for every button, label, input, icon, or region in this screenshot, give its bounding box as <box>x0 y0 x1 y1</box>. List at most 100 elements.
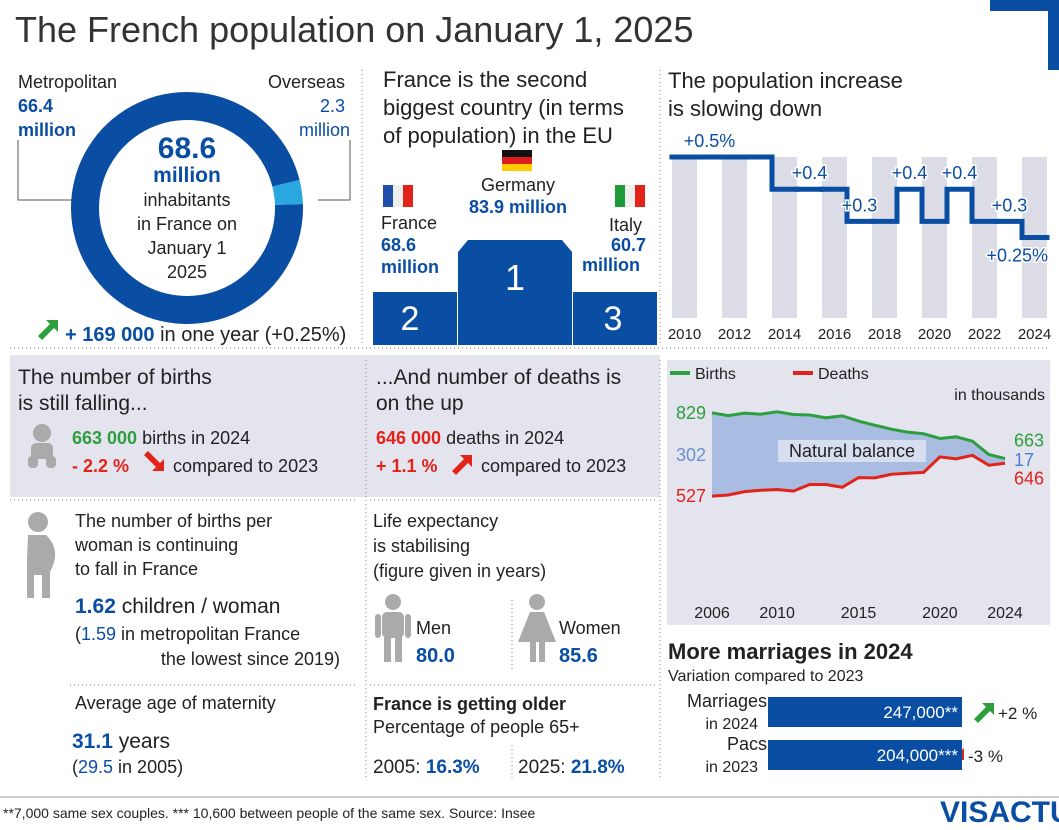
text-part: 1.62 <box>75 595 116 618</box>
text-part: 31.1 <box>72 730 113 753</box>
label: 1.62 children / woman <box>75 595 280 618</box>
label: Variation compared to 2023 <box>668 668 863 685</box>
label: + 1.1 % <box>376 456 438 476</box>
series-line <box>711 453 1006 498</box>
label: on the up <box>376 392 464 415</box>
label: + 169 000 in one year (+0.25%) <box>65 324 346 346</box>
arrow-up <box>38 320 58 340</box>
label: million <box>153 164 221 187</box>
label: January 1 <box>147 238 226 258</box>
marriage-bar <box>768 697 962 727</box>
text-part: + 169 000 <box>65 324 155 346</box>
label: 3 <box>604 300 623 338</box>
series-line <box>711 410 1006 461</box>
leader <box>17 140 75 201</box>
label: to fall in France <box>75 559 198 579</box>
value-label: +0.4 <box>892 163 928 183</box>
x-tick-label: 2014 <box>768 326 801 343</box>
label: Natural balance <box>789 441 915 461</box>
legend-label: Births <box>695 366 736 383</box>
value-label: +0.3 <box>842 195 878 215</box>
label: is still falling... <box>18 392 148 415</box>
text-part: 29.5 <box>78 757 113 777</box>
label: 60.7 <box>611 235 646 255</box>
label: 80.0 <box>416 645 455 667</box>
label: 66.4 <box>18 96 53 116</box>
text-part: ( <box>72 757 78 777</box>
label: The number of births <box>18 366 212 389</box>
label: Pacs <box>727 734 767 754</box>
label: (1.59 in metropolitan France <box>75 624 300 644</box>
text-part: the lowest since 2019) <box>161 649 340 669</box>
podium-3 <box>573 292 657 345</box>
label: inhabitants <box>143 190 230 210</box>
podium-1 <box>458 240 572 345</box>
podium-2 <box>373 292 457 345</box>
value-label: +0.25% <box>986 246 1048 266</box>
text-part: 21.8% <box>571 757 625 778</box>
baby-icon <box>28 424 56 468</box>
label: 85.6 <box>559 645 598 667</box>
flag-italy <box>615 185 645 207</box>
text-part: compared to 2023 <box>476 456 626 476</box>
x-tick-label: 2010 <box>759 605 795 622</box>
label: Average age of maternity <box>75 693 276 713</box>
x-tick-label: 2015 <box>841 605 877 622</box>
label: 2.3 <box>320 96 345 116</box>
x-tick-label: 2020 <box>922 605 958 622</box>
label: - 2.2 % <box>72 456 129 476</box>
text-part: ( <box>75 624 81 644</box>
label: Women <box>559 618 621 638</box>
label: biggest country (in terms <box>383 95 624 120</box>
end-label: 646 <box>1014 468 1044 488</box>
legend-label: Deaths <box>818 366 869 383</box>
value-label: +0.4 <box>792 163 828 183</box>
label: 2 <box>401 300 420 338</box>
label: 663 000 births in 2024 <box>72 428 250 448</box>
corner-mark <box>990 0 1059 70</box>
label: Italy <box>609 215 642 235</box>
flag-france <box>383 185 413 207</box>
label: -3 % <box>968 747 1003 766</box>
x-tick-label: 2020 <box>918 326 951 343</box>
start-label: 829 <box>676 403 706 423</box>
text-part: + 1.1 % <box>376 456 438 476</box>
label: 2025: 21.8% <box>518 757 625 778</box>
label: compared to 2023 <box>476 456 626 476</box>
label: in thousands <box>954 387 1045 404</box>
label: in 2024 <box>706 716 759 733</box>
label: 31.1 years <box>72 730 170 753</box>
text-part: deaths in 2024 <box>441 428 564 448</box>
x-tick-label: 2022 <box>968 326 1001 343</box>
value-label: +0.4 <box>942 163 978 183</box>
donut-segment <box>272 179 303 205</box>
x-tick-label: 2012 <box>718 326 751 343</box>
arrow-down <box>144 451 164 471</box>
label: 1 <box>505 257 525 298</box>
text-part: 2005: <box>373 757 426 778</box>
label: million <box>381 257 439 277</box>
label: 68.6 <box>381 235 416 255</box>
label: Marriages <box>687 691 767 711</box>
pregnant-icon <box>27 512 56 598</box>
balance-box <box>778 440 926 462</box>
label: Overseas <box>268 72 345 92</box>
x-tick-label: 2018 <box>868 326 901 343</box>
text-part: years <box>113 730 170 753</box>
label: million <box>582 255 640 275</box>
label: France <box>381 213 437 233</box>
woman-icon <box>518 594 556 662</box>
label: Life expectancy <box>373 511 498 531</box>
stripe <box>872 157 897 318</box>
text-part: compared to 2023 <box>168 456 318 476</box>
page-title: The French population on January 1, 2025 <box>15 9 693 50</box>
label: 2025 <box>167 262 207 282</box>
start-label: 527 <box>676 486 706 506</box>
label: 646 000 deaths in 2024 <box>376 428 564 448</box>
label: 204,000*** <box>877 746 959 765</box>
pacs-bar <box>768 740 962 770</box>
label: (29.5 in 2005) <box>72 757 183 777</box>
label: Metropolitan <box>18 72 117 92</box>
label: 2005: 16.3% <box>373 757 480 778</box>
